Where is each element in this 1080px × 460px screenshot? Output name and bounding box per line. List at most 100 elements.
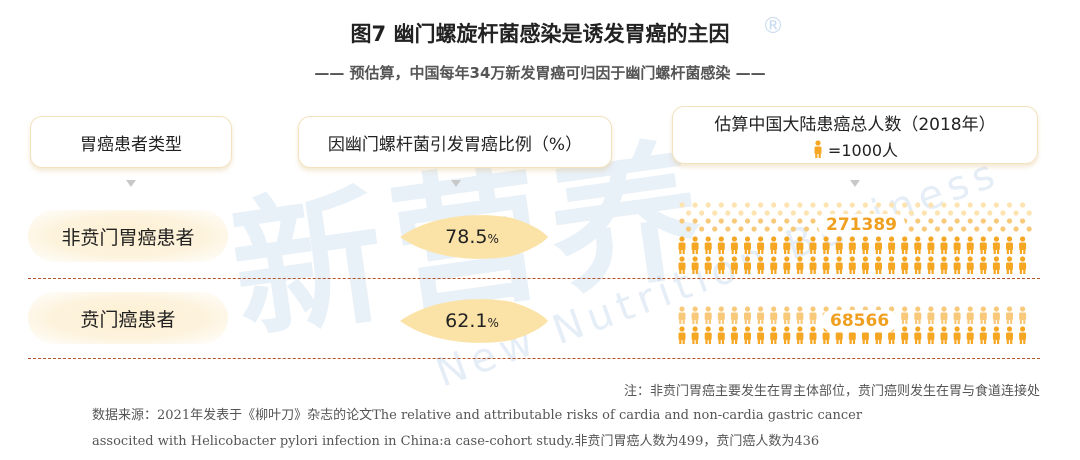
person-icon <box>979 256 987 274</box>
person-dot <box>777 210 783 216</box>
person-icon <box>678 256 686 274</box>
arrow-down-icon <box>850 180 860 187</box>
person-icon <box>770 306 778 324</box>
person-icon <box>1006 326 1013 344</box>
person-icon <box>914 256 922 274</box>
person-icon <box>966 326 974 344</box>
person-icon <box>979 236 987 254</box>
person-dot <box>816 210 823 216</box>
person-dot <box>823 202 829 208</box>
person-icon <box>953 326 961 344</box>
person-dot <box>797 202 803 208</box>
person-dot <box>987 210 993 216</box>
person-icon <box>914 306 922 324</box>
person-dot <box>731 202 737 208</box>
person-dot <box>718 202 724 208</box>
person-icon <box>940 326 948 344</box>
person-icon <box>992 326 1000 344</box>
person-icon <box>914 236 922 254</box>
person-icon <box>691 236 699 254</box>
person-icon <box>783 326 791 344</box>
person-icon <box>1019 306 1027 324</box>
person-dot <box>771 202 777 208</box>
person-dot <box>790 226 796 232</box>
person-icon <box>992 306 1000 324</box>
person-dot <box>685 226 692 232</box>
arrow-down-icon <box>126 180 136 187</box>
person-dot <box>974 226 980 232</box>
person-dot <box>758 202 764 208</box>
row2-count: 68566 <box>822 310 898 332</box>
person-dot <box>771 218 777 224</box>
person-dot <box>1013 210 1019 216</box>
person-dot <box>705 202 711 208</box>
person-icon <box>717 326 725 344</box>
person-dot <box>679 202 685 208</box>
person-icon <box>940 256 948 274</box>
person-icon <box>835 256 843 274</box>
source-line-1: 数据来源：2021年发表于《柳叶刀》杂志的论文The relative and … <box>92 408 863 423</box>
person-icon <box>678 306 686 324</box>
person-dot <box>954 202 960 208</box>
person-icon <box>717 306 725 324</box>
person-icon <box>966 236 974 254</box>
person-dot <box>777 226 783 232</box>
person-icon <box>809 326 817 344</box>
person-icon <box>822 236 830 254</box>
person-dot <box>803 226 810 232</box>
person-dot <box>1026 210 1032 216</box>
person-dot <box>751 210 757 216</box>
person-dot <box>987 226 993 232</box>
person-icon <box>848 256 856 274</box>
person-dot <box>889 202 895 208</box>
person-icon <box>809 256 817 274</box>
person-dot <box>980 202 986 208</box>
person-icon <box>770 326 778 344</box>
person-icon <box>875 256 882 274</box>
header-count-label: 估算中国大陆患癌总人数（2018年） <box>714 114 996 135</box>
person-dot <box>875 202 882 208</box>
page-title: 图7 幽门螺旋杆菌感染是诱发胃癌的主因 <box>350 22 730 46</box>
person-dot <box>974 210 980 216</box>
person-dot <box>738 210 744 216</box>
person-icon <box>757 256 765 274</box>
person-icon <box>848 236 856 254</box>
person-icon <box>901 306 909 324</box>
person-dot <box>941 202 947 208</box>
header-ratio-label: 因幽门螺杆菌引发胃癌比例（%） <box>327 134 583 155</box>
person-icon <box>1019 236 1027 254</box>
person-dot <box>1006 218 1013 224</box>
person-icon <box>796 236 804 254</box>
person-icon <box>953 236 961 254</box>
person-dot <box>928 218 934 224</box>
person-dot <box>967 202 973 208</box>
person-icon <box>744 256 751 274</box>
person-icon <box>757 236 765 254</box>
person-icon <box>927 236 935 254</box>
person-dot <box>947 210 954 216</box>
person-dot <box>731 218 737 224</box>
person-icon <box>814 139 822 158</box>
person-dot <box>685 210 692 216</box>
person-dot <box>764 210 770 216</box>
header-type: 胃癌患者类型 <box>30 116 232 168</box>
person-icon <box>940 306 948 324</box>
person-dot <box>1013 226 1019 232</box>
person-icon <box>927 256 935 274</box>
person-icon <box>744 306 751 324</box>
person-dot <box>797 218 803 224</box>
person-dot <box>1020 202 1026 208</box>
row1-ratio-value: 78.5 <box>445 226 488 248</box>
person-icon <box>704 306 712 324</box>
person-icon <box>809 306 817 324</box>
leaf-shape <box>400 215 548 259</box>
person-icon <box>914 326 922 344</box>
person-dot <box>699 226 705 232</box>
person-icon <box>770 236 778 254</box>
person-icon <box>966 306 974 324</box>
person-icon <box>730 326 738 344</box>
leaf-shape <box>400 299 548 343</box>
person-dot <box>1006 202 1013 208</box>
person-dot <box>692 202 698 208</box>
person-icon <box>770 256 778 274</box>
